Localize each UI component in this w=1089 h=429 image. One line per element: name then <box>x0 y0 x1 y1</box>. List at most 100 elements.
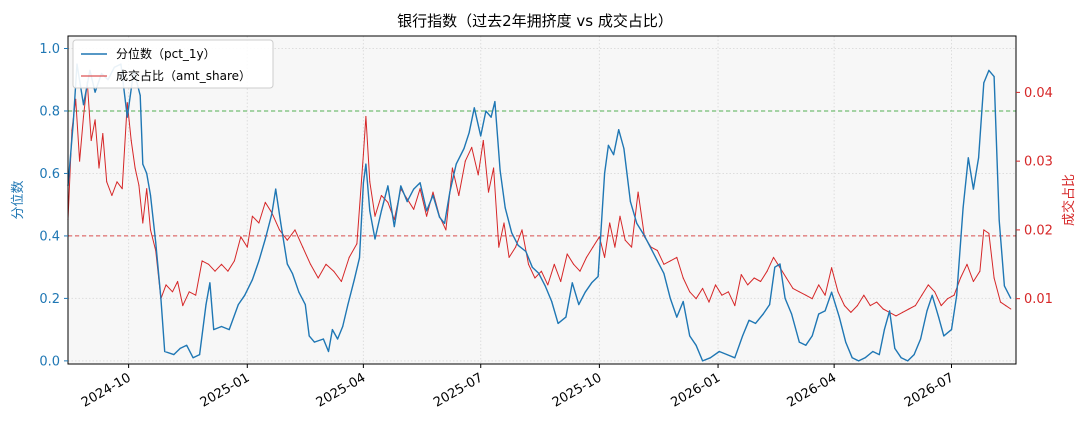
data-point-pct-1y <box>538 272 540 274</box>
data-point-pct-1y <box>322 338 324 340</box>
data-point-amt-share <box>102 133 104 135</box>
data-point-amt-share <box>188 291 190 293</box>
data-point-amt-share <box>856 305 859 307</box>
data-point-pct-1y <box>258 260 260 262</box>
data-point-pct-1y <box>432 194 434 196</box>
data-point-amt-share <box>458 194 460 197</box>
data-point-pct-1y <box>791 313 793 315</box>
data-point-pct-1y <box>463 147 465 150</box>
data-point-pct-1y <box>669 297 671 299</box>
series-line-amt-share <box>67 81 1012 317</box>
data-point-amt-share <box>553 263 555 265</box>
data-point-pct-1y <box>604 172 606 174</box>
data-point-amt-share <box>573 263 575 265</box>
data-point-amt-share <box>451 167 453 169</box>
data-point-amt-share <box>106 181 108 183</box>
data-point-pct-1y <box>365 163 367 165</box>
data-point-pct-1y <box>419 182 421 184</box>
x-tick-label: 2025-01 <box>198 370 253 410</box>
data-point-pct-1y <box>565 316 567 318</box>
data-point-amt-share <box>927 284 929 286</box>
chart-title: 银行指数（过去2年拥挤度 vs 成交占比） <box>397 12 673 30</box>
data-point-amt-share <box>138 184 140 186</box>
data-point-amt-share <box>220 263 223 265</box>
data-point-amt-share <box>240 236 242 238</box>
data-point-amt-share <box>895 315 897 317</box>
data-point-pct-1y <box>139 94 141 96</box>
data-point-pct-1y <box>291 272 293 274</box>
data-point-amt-share <box>972 280 975 283</box>
data-point-pct-1y <box>146 172 148 174</box>
data-point-amt-share <box>333 270 335 272</box>
data-point-pct-1y <box>962 207 964 209</box>
data-point-amt-share <box>182 305 184 307</box>
data-point-pct-1y <box>709 357 711 359</box>
data-point-amt-share <box>380 194 382 197</box>
data-point-amt-share <box>432 191 434 193</box>
data-point-pct-1y <box>531 266 533 268</box>
y-right-tick-label: 0.01 <box>1024 292 1053 307</box>
data-point-pct-1y <box>643 235 646 237</box>
data-point-pct-1y <box>931 294 933 296</box>
data-point-pct-1y <box>485 110 487 112</box>
data-point-pct-1y <box>426 210 428 212</box>
data-point-pct-1y <box>1010 297 1012 299</box>
data-point-amt-share <box>695 298 697 300</box>
data-point-amt-share <box>747 284 749 286</box>
data-point-amt-share <box>953 294 955 296</box>
data-point-pct-1y <box>449 191 451 193</box>
data-point-pct-1y <box>480 135 482 137</box>
data-point-pct-1y <box>578 304 580 306</box>
data-point-pct-1y <box>607 144 610 146</box>
data-point-amt-share <box>387 201 389 203</box>
data-point-amt-share <box>876 301 878 303</box>
data-point-pct-1y <box>956 294 958 296</box>
data-point-pct-1y <box>406 201 408 203</box>
data-point-pct-1y <box>473 107 475 109</box>
data-point-amt-share <box>1005 305 1007 307</box>
data-point-amt-share <box>94 119 96 121</box>
data-point-amt-share <box>233 260 235 262</box>
data-point-amt-share <box>734 305 736 307</box>
data-point-pct-1y <box>851 357 853 359</box>
data-point-amt-share <box>286 239 288 241</box>
data-point-pct-1y <box>511 232 513 234</box>
data-point-amt-share <box>419 188 421 190</box>
data-point-amt-share <box>482 139 484 142</box>
data-point-pct-1y <box>308 335 310 337</box>
data-point-pct-1y <box>244 294 246 296</box>
data-point-pct-1y <box>164 350 166 353</box>
data-point-pct-1y <box>499 169 501 171</box>
data-point-pct-1y <box>811 335 813 337</box>
plot-background <box>68 36 1016 364</box>
data-point-amt-share <box>302 246 304 248</box>
data-point-pct-1y <box>824 310 826 312</box>
data-point-pct-1y <box>220 325 223 328</box>
data-point-pct-1y <box>362 182 364 184</box>
data-point-pct-1y <box>444 222 446 224</box>
y-left-tick-label: 1.0 <box>39 42 60 57</box>
data-point-pct-1y <box>584 291 586 293</box>
data-point-pct-1y <box>557 322 559 324</box>
y-left-tick-label: 0.8 <box>39 104 60 119</box>
data-point-amt-share <box>669 260 671 262</box>
data-point-pct-1y <box>94 91 96 93</box>
data-point-pct-1y <box>978 157 980 159</box>
data-point-amt-share <box>811 298 813 300</box>
data-point-pct-1y <box>393 226 395 228</box>
legend: 分位数（pct_1y） 成交占比（amt_share） <box>72 39 274 89</box>
data-point-pct-1y <box>490 116 492 118</box>
data-point-pct-1y <box>160 297 162 299</box>
data-point-amt-share <box>527 263 530 265</box>
data-point-pct-1y <box>779 263 781 265</box>
data-point-amt-share <box>503 222 505 224</box>
data-point-amt-share <box>714 284 717 286</box>
data-point-pct-1y <box>864 357 866 359</box>
data-point-amt-share <box>798 291 800 293</box>
x-tick-label: 2024-10 <box>79 370 134 410</box>
data-point-pct-1y <box>702 360 704 362</box>
data-point-pct-1y <box>993 76 995 78</box>
data-point-pct-1y <box>173 354 175 356</box>
data-point-amt-share <box>663 263 665 265</box>
data-point-amt-share <box>208 263 210 265</box>
